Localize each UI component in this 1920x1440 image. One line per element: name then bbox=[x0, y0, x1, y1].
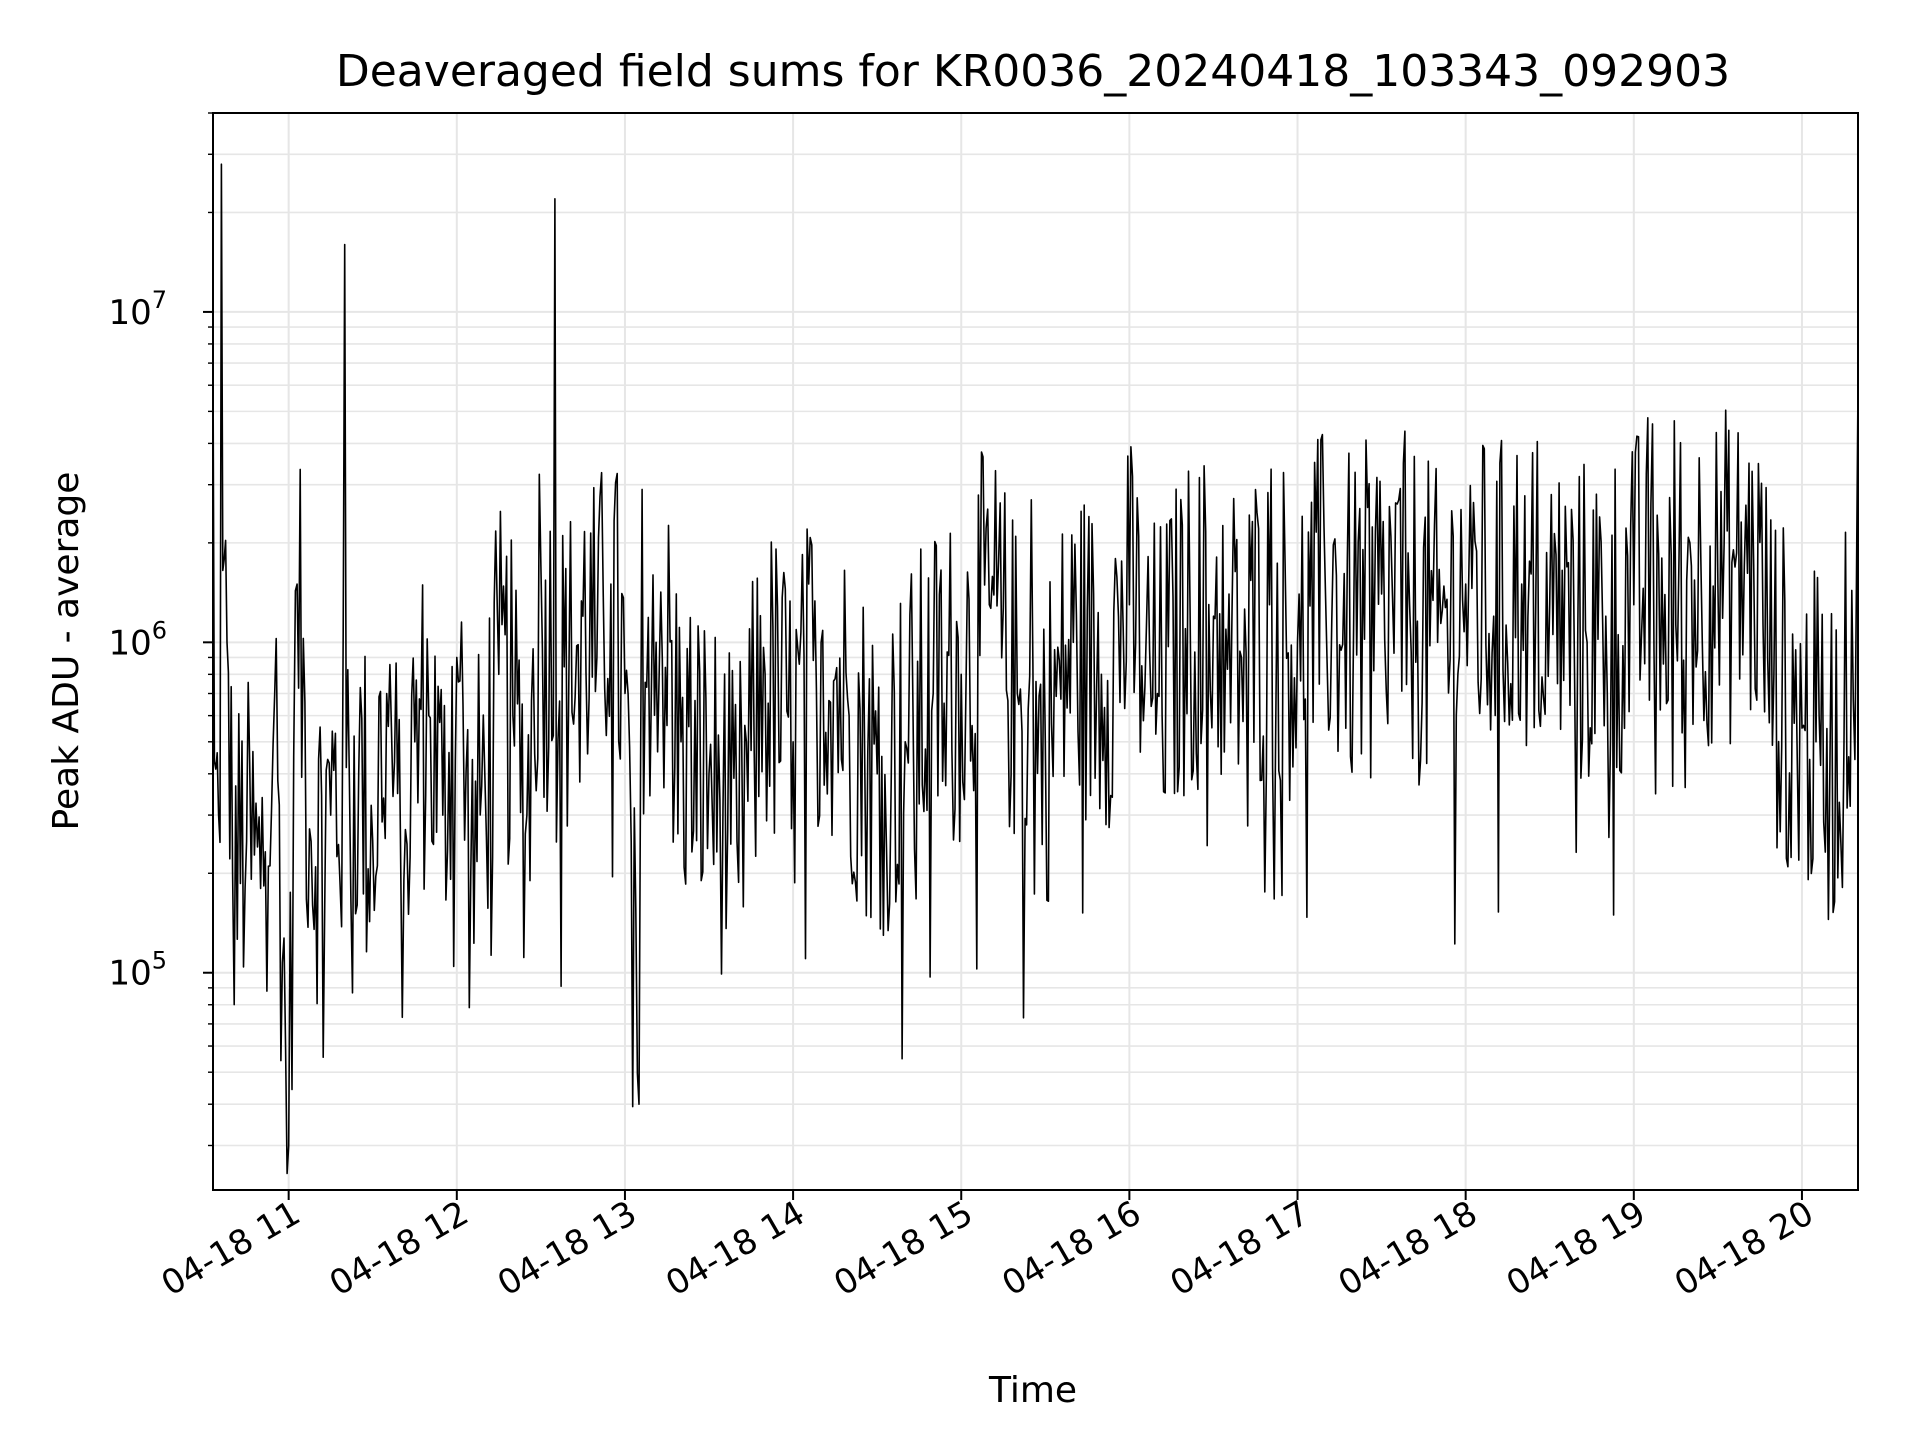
y-tick-label-base: 10 bbox=[108, 623, 151, 663]
chart-title: Deaveraged field sums for KR0036_2024041… bbox=[336, 46, 1730, 97]
y-tick-label-exponent: 6 bbox=[152, 616, 167, 644]
y-tick-label-base: 10 bbox=[108, 954, 151, 994]
x-axis-label: Time bbox=[988, 1370, 1077, 1411]
y-tick-label: 107 bbox=[108, 286, 167, 333]
y-axis-label: Peak ADU - average bbox=[46, 472, 87, 831]
plot-frame bbox=[212, 112, 1859, 1191]
y-tick-label-exponent: 7 bbox=[152, 286, 167, 314]
y-tick-label: 106 bbox=[108, 616, 167, 663]
series-line bbox=[213, 163, 1858, 1175]
y-tick-label-base: 10 bbox=[108, 293, 151, 333]
y-tick-label: 105 bbox=[108, 947, 167, 994]
y-tick-label-exponent: 5 bbox=[152, 947, 167, 975]
